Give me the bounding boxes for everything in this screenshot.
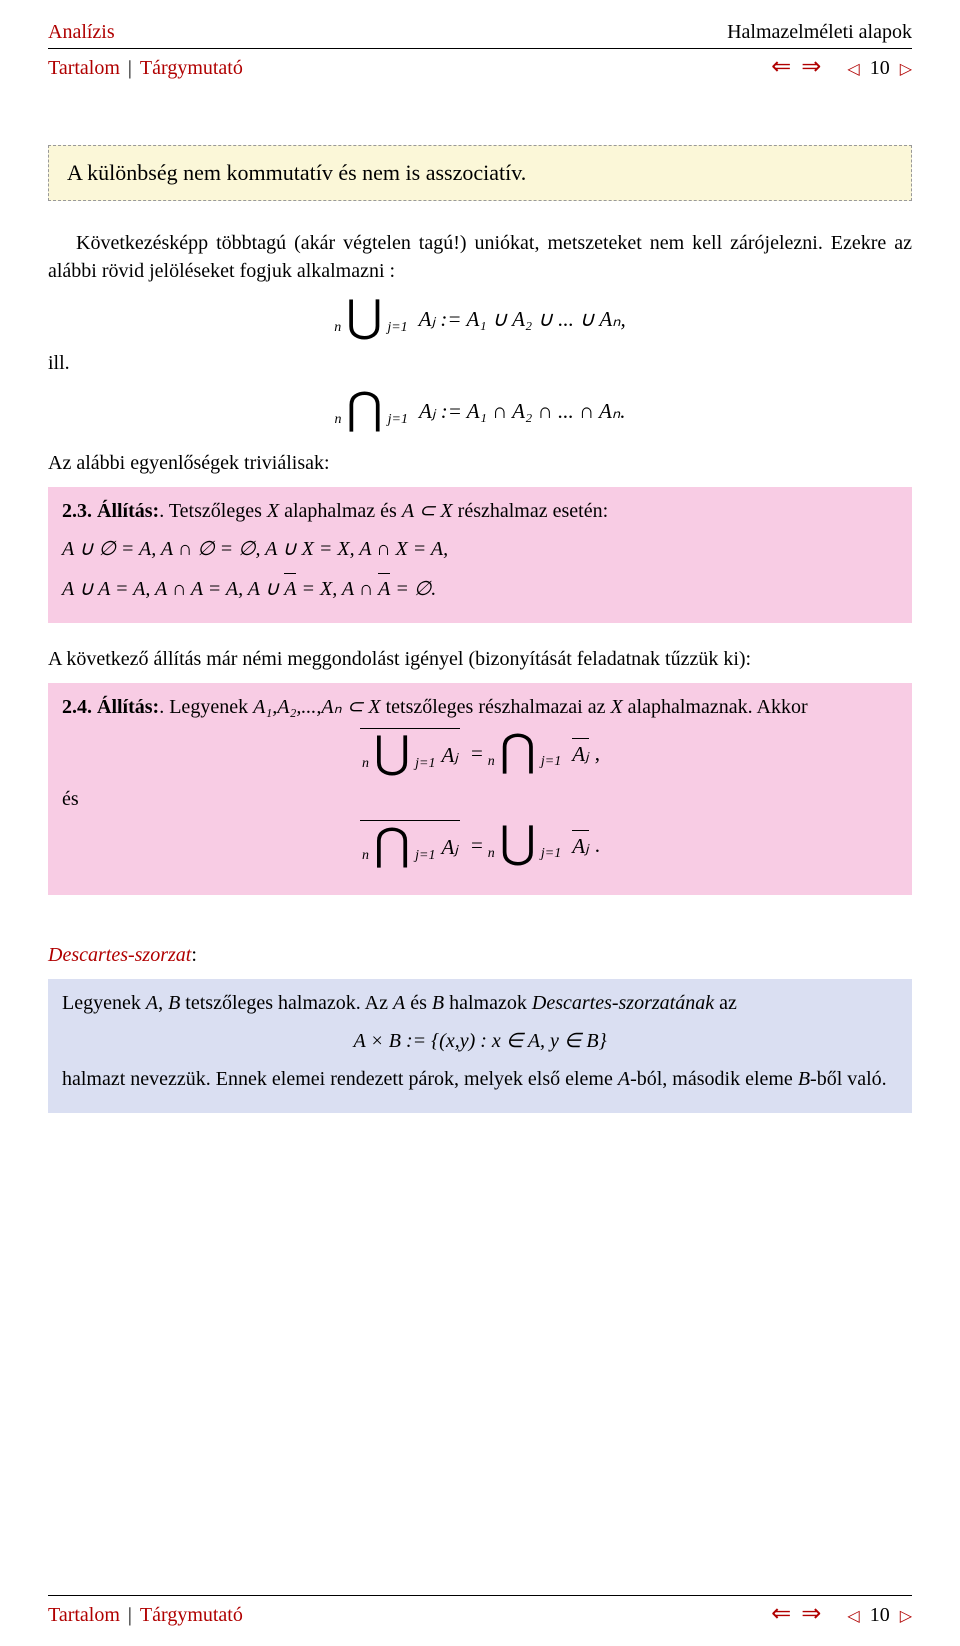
def-display: A × B := {(x,y) : x ∈ A, y ∈ B}: [62, 1027, 898, 1055]
union-upper: n: [334, 320, 341, 335]
overline-A-1: A: [284, 573, 296, 603]
overline-A-2: A: [378, 573, 390, 603]
footer-nav-toc[interactable]: Tartalom: [48, 1601, 120, 1629]
stmt24-head: 2.4. Állítás:: [62, 696, 159, 718]
stmt23-l2a: A ∪ A = A, A ∩ A = A, A ∪: [62, 578, 284, 600]
nav-toc[interactable]: Tartalom: [48, 54, 120, 82]
display-union: n ⋃ j=1 Aⱼ := A₁ ∪ A₂ ∪ ... ∪ Aₙ,: [48, 299, 912, 339]
nav-bar: Tartalom | Tárgymutató ⇐ ⇒ ◁ 10 ▷: [48, 51, 912, 85]
page-header: Analízis Halmazelméleti alapok: [48, 18, 912, 46]
footer-nav-prev-icon[interactable]: ⇐: [771, 1598, 791, 1632]
nav-next-icon[interactable]: ⇒: [801, 51, 821, 85]
inter-upper: n: [335, 412, 342, 427]
big-intersection-icon: ⋂: [347, 384, 383, 433]
def-heading: Descartes-szorzat:: [48, 941, 912, 969]
nav-prev-icon[interactable]: ⇐: [771, 51, 791, 85]
para-intro: Következésképp többtagú (akár végtelen t…: [48, 229, 912, 285]
big-union-icon-2: ⋃: [374, 728, 410, 777]
stmt23-l2c: = ∅.: [390, 578, 436, 600]
header-left: Analízis: [48, 18, 115, 46]
stmt23-head: 2.3. Állítás:: [62, 500, 159, 522]
footer-tri-right-icon[interactable]: ▷: [900, 1606, 912, 1628]
nav-tri-left-icon[interactable]: ◁: [847, 59, 859, 81]
stmt24-le: alaphalmaznak. Akkor: [623, 696, 808, 718]
page-number: 10: [870, 54, 890, 82]
footer-tri-left-icon[interactable]: ◁: [847, 1606, 859, 1628]
stmt23-mid-b: alaphalmaz és: [279, 500, 402, 522]
demorgan-2: n ⋂ j=1 Aⱼ = n ⋃ j=1 Aⱼ.: [62, 823, 898, 867]
callout-text: A különbség nem kommutatív és nem is ass…: [67, 160, 526, 185]
stmt24-es: és: [62, 785, 898, 813]
stmt23-mid-d: részhalmaz esetén:: [453, 500, 608, 522]
big-union-icon: ⋃: [346, 292, 382, 341]
nav-tri-right-icon[interactable]: ▷: [900, 59, 912, 81]
para-nextstmt: A következő állítás már némi meggondolás…: [48, 645, 912, 673]
stmt23-line2: A ∪ A = A, A ∩ A = A, A ∪ A = X, A ∩ A =…: [62, 573, 898, 603]
stmt23-lead: . Tetszőleges: [159, 500, 267, 522]
stmt23-X: X: [267, 500, 279, 522]
union-lower: j=1: [387, 320, 407, 335]
stmt24-lb: A₁,A₂,...,Aₙ ⊂ X: [253, 696, 381, 718]
overline-union: n ⋃ j=1 Aⱼ: [360, 731, 460, 775]
statement-2-3: 2.3. Állítás:. Tetszőleges X alaphalmaz …: [48, 487, 912, 623]
big-union-icon-3: ⋃: [500, 818, 536, 867]
statement-2-4: 2.4. Állítás:. Legyenek A₁,A₂,...,Aₙ ⊂ X…: [48, 683, 912, 895]
stmt23-l2b: = X, A ∩: [296, 578, 378, 600]
big-intersection-icon-3: ⋂: [374, 820, 410, 869]
page-footer: Tartalom | Tárgymutató ⇐ ⇒ ◁ 10 ▷: [48, 1593, 912, 1632]
inter-rhs: Aⱼ := A₁ ∩ A₂ ∩ ... ∩ Aₙ.: [413, 397, 625, 426]
nav-sep: |: [128, 54, 132, 82]
union-rhs: Aⱼ := A₁ ∪ A₂ ∪ ... ∪ Aₙ,: [413, 305, 626, 334]
stmt23-line1: A ∪ ∅ = A, A ∩ ∅ = ∅, A ∪ X = X, A ∩ X =…: [62, 535, 898, 563]
definition-block: Legyenek A, B tetszőleges halmazok. Az A…: [48, 979, 912, 1113]
callout-box: A különbség nem kommutatív és nem is ass…: [48, 145, 912, 202]
demorgan-1: n ⋃ j=1 Aⱼ = n ⋂ j=1 Aⱼ,: [62, 731, 898, 775]
footer-page-number: 10: [870, 1601, 890, 1629]
stmt23-AsubX: A ⊂ X: [402, 500, 453, 522]
header-rule: [48, 48, 912, 49]
stmt24-la: . Legyenek: [159, 696, 253, 718]
footer-nav-next-icon[interactable]: ⇒: [801, 1598, 821, 1632]
nav-index[interactable]: Tárgymutató: [140, 54, 243, 82]
overline-intersection: n ⋂ j=1 Aⱼ: [360, 823, 460, 867]
overline-Aj-2: Aⱼ: [572, 830, 589, 861]
display-intersection: n ⋂ j=1 Aⱼ := A₁ ∩ A₂ ∩ ... ∩ Aₙ.: [48, 391, 912, 431]
para-trivial: Az alábbi egyenlőségek triviálisak:: [48, 449, 912, 477]
stmt24-ld: X: [610, 696, 622, 718]
overline-Aj-1: Aⱼ: [572, 738, 589, 769]
stmt24-lc: tetszőleges részhalmazai az: [381, 696, 611, 718]
inter-lower: j=1: [388, 412, 408, 427]
header-right: Halmazelméleti alapok: [727, 18, 912, 46]
footer-nav-index[interactable]: Tárgymutató: [140, 1601, 243, 1629]
para-ill: ill.: [48, 349, 912, 377]
big-intersection-icon-2: ⋂: [500, 726, 536, 775]
def-head-text: Descartes-szorzat: [48, 944, 191, 966]
